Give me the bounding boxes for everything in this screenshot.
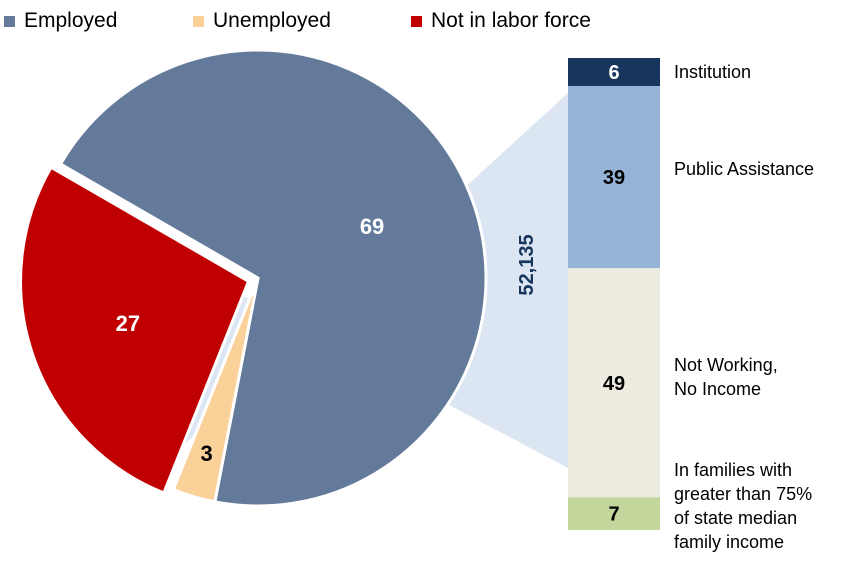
pie-value-label-unemployed: 3 — [200, 441, 212, 466]
legend-swatch-not-in-labor-force — [411, 15, 422, 27]
pie-slice-not-in-labor-force — [19, 165, 251, 495]
bar-segment-label-not-working: Not Working, No Income — [674, 355, 778, 399]
legend-swatch-employed — [4, 15, 15, 27]
legend-label-not-in-labor-force: Not in labor force — [431, 9, 591, 32]
bar-segment-value-4: 7 — [608, 504, 619, 526]
bar-segment-label-institution: Institution — [674, 62, 752, 82]
bar-segment-4 — [568, 497, 660, 530]
legend-swatch-unemployed — [193, 15, 204, 27]
pie: 69 3 27 — [19, 48, 488, 508]
bar-segment-1 — [568, 58, 660, 87]
legend-item-not-in-labor-force: Not in labor force — [411, 9, 591, 33]
pie-value-label-not-in-labor-force: 27 — [116, 311, 140, 336]
bar-segment-3 — [568, 268, 660, 498]
bar-segment-value-3: 49 — [603, 373, 625, 395]
pie-value-label-employed: 69 — [360, 214, 384, 239]
bar-segment-value-1: 6 — [608, 62, 619, 84]
bar-segment-label-high-income-families: In families with greater than 75% of sta… — [674, 460, 813, 552]
bar-segment-2 — [568, 86, 660, 269]
legend-item-unemployed: Unemployed — [193, 9, 331, 33]
bar-segment-label-public-assistance: Public Assistance — [674, 159, 815, 179]
legend-item-employed: Employed — [4, 9, 117, 33]
pie-slice-employed — [58, 48, 488, 508]
legend-label-employed: Employed — [24, 9, 118, 32]
bar-segment-value-2: 39 — [603, 167, 625, 189]
bar-total-label: 52,135 — [516, 234, 538, 295]
pie-slice-unemployed — [171, 277, 260, 504]
stacked-bar: 6 39 49 7 — [568, 58, 660, 530]
legend-label-unemployed: Unemployed — [213, 9, 331, 32]
